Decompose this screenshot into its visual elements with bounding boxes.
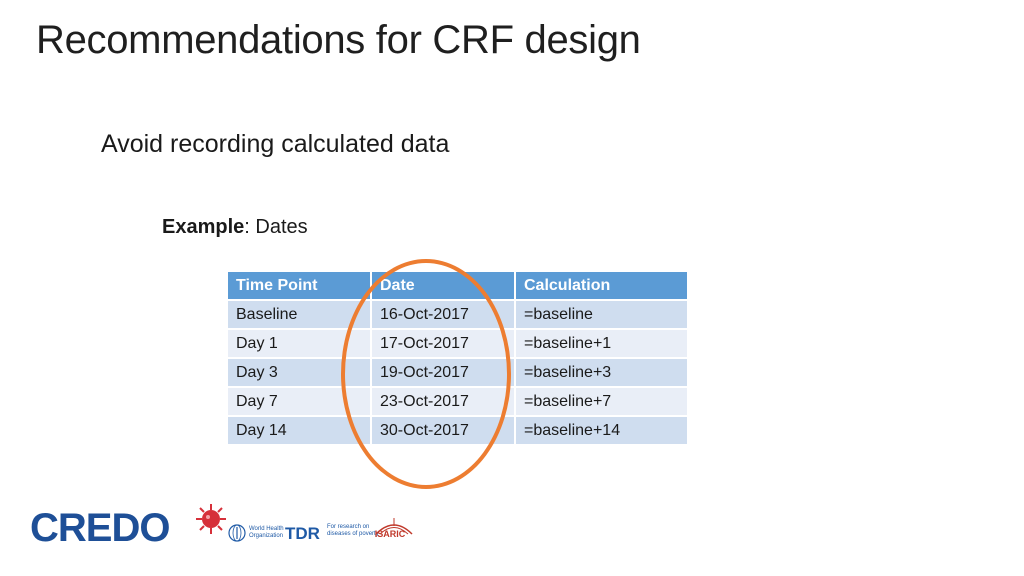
header-date: Date <box>370 270 516 301</box>
cell-date: 17-Oct-2017 <box>370 328 516 359</box>
cell-date: 19-Oct-2017 <box>370 357 516 388</box>
example-line: Example: Dates <box>162 216 308 239</box>
slide-subtitle: Avoid recording calculated data <box>101 130 450 158</box>
cell-calculation: =baseline+1 <box>514 328 689 359</box>
slide-title: Recommendations for CRF design <box>36 18 641 62</box>
cell-date: 23-Oct-2017 <box>370 386 516 417</box>
tdr-text-line-2: diseases of poverty <box>327 531 379 537</box>
cell-time-point: Day 14 <box>226 415 372 446</box>
cell-calculation: =baseline+3 <box>514 357 689 388</box>
header-calculation: Calculation <box>514 270 689 301</box>
who-text-line-1: World Health <box>249 526 284 532</box>
table-row: Day 1 17-Oct-2017 =baseline+1 <box>226 328 689 359</box>
tdr-logo: TDR <box>285 524 320 543</box>
dates-table: Time Point Date Calculation Baseline 16-… <box>226 270 689 446</box>
table-row: Baseline 16-Oct-2017 =baseline <box>226 299 689 330</box>
who-emblem-icon <box>228 524 246 542</box>
header-time-point: Time Point <box>226 270 372 301</box>
who-logo: World Health Organization <box>228 524 284 542</box>
cell-time-point: Day 3 <box>226 357 372 388</box>
example-label: Example <box>162 216 245 238</box>
cell-calculation: =baseline <box>514 299 689 330</box>
cell-date: 16-Oct-2017 <box>370 299 516 330</box>
tdr-text: For research on diseases of poverty <box>327 524 379 538</box>
virus-icon <box>196 504 226 534</box>
table-row: Day 14 30-Oct-2017 =baseline+14 <box>226 415 689 446</box>
credo-logo: CREDO <box>30 506 170 550</box>
who-text-line-2: Organization <box>249 533 284 539</box>
cell-time-point: Baseline <box>226 299 372 330</box>
tdr-text-line-1: For research on <box>327 524 370 530</box>
cell-calculation: =baseline+14 <box>514 415 689 446</box>
table-row: Day 3 19-Oct-2017 =baseline+3 <box>226 357 689 388</box>
cell-time-point: Day 1 <box>226 328 372 359</box>
isaric-logo-text: ISARIC <box>374 529 406 539</box>
cell-time-point: Day 7 <box>226 386 372 417</box>
cell-date: 30-Oct-2017 <box>370 415 516 446</box>
cell-calculation: =baseline+7 <box>514 386 689 417</box>
example-text: : Dates <box>244 216 308 238</box>
table-row: Day 7 23-Oct-2017 =baseline+7 <box>226 386 689 417</box>
table-header-row: Time Point Date Calculation <box>226 270 689 301</box>
footer-logos: CREDO World Health Organization TDR <box>30 504 430 564</box>
isaric-emblem-icon <box>375 518 413 535</box>
